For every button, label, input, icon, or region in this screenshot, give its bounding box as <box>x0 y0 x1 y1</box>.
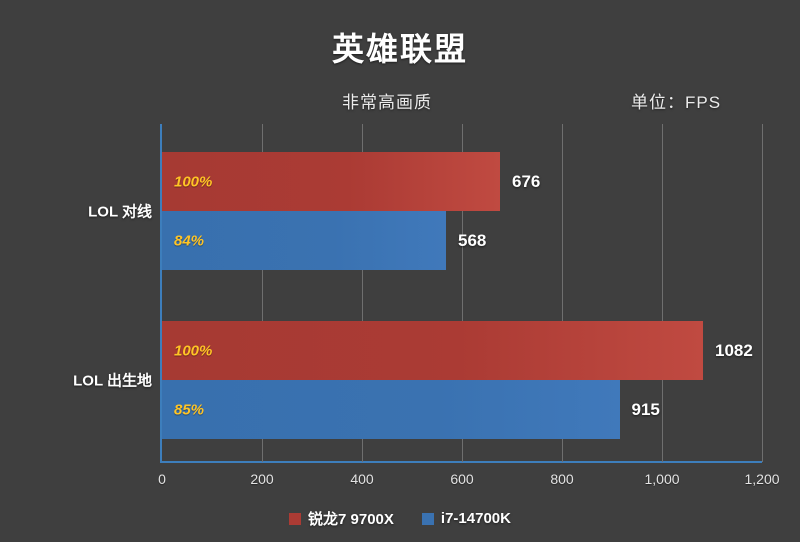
bar-percent-label: 85% <box>174 401 205 418</box>
gridline <box>462 124 463 462</box>
bar-red: 100% <box>162 152 500 211</box>
gridline <box>362 124 363 462</box>
legend-item[interactable]: 锐龙7 9700X <box>289 508 394 529</box>
bar-value-label: 568 <box>458 230 487 250</box>
plot-area: 100% 676 84% 568 100% 1082 85% 915 <box>162 124 763 462</box>
category-label: LOL 出生地 <box>73 372 152 390</box>
x-tick-label: 400 <box>350 471 374 487</box>
x-tick-label: 200 <box>250 471 274 487</box>
x-tick-label: 600 <box>450 471 474 487</box>
chart-subtitle: 非常高画质 <box>342 93 432 112</box>
bar-value-label: 676 <box>512 171 541 191</box>
legend-swatch-icon <box>421 512 434 525</box>
chart-legend: 锐龙7 9700X i7-14700K <box>0 508 800 529</box>
legend-label: i7-14700K <box>440 510 511 527</box>
bar-blue: 85% <box>162 380 620 439</box>
bar-blue: 84% <box>162 211 446 270</box>
chart-unit-note: 单位：FPS <box>631 93 722 112</box>
legend-label: 锐龙7 9700X <box>308 511 394 528</box>
x-tick-label: 1,000 <box>644 471 680 487</box>
bar-percent-label: 84% <box>174 232 205 249</box>
y-axis-line <box>160 124 162 463</box>
legend-swatch-icon <box>289 512 302 525</box>
x-tick-label: 0 <box>158 471 166 487</box>
gridline <box>562 124 563 462</box>
gridline <box>262 124 263 462</box>
chart-title: 英雄联盟 <box>331 31 468 67</box>
bar-percent-label: 100% <box>174 342 213 359</box>
gridline <box>762 124 763 462</box>
bar-red: 100% <box>162 321 703 380</box>
category-axis: LOL 对线 LOL 出生地 <box>0 124 152 462</box>
legend-item[interactable]: i7-14700K <box>421 510 511 527</box>
bar-value-label: 1082 <box>715 340 753 360</box>
x-axis-line <box>160 461 762 463</box>
bar-value-label: 915 <box>631 399 660 419</box>
x-tick-label: 1,200 <box>744 471 780 487</box>
category-label: LOL 对线 <box>88 203 152 221</box>
x-tick-label: 800 <box>550 471 574 487</box>
bar-percent-label: 100% <box>174 173 213 190</box>
gridline <box>662 124 663 462</box>
